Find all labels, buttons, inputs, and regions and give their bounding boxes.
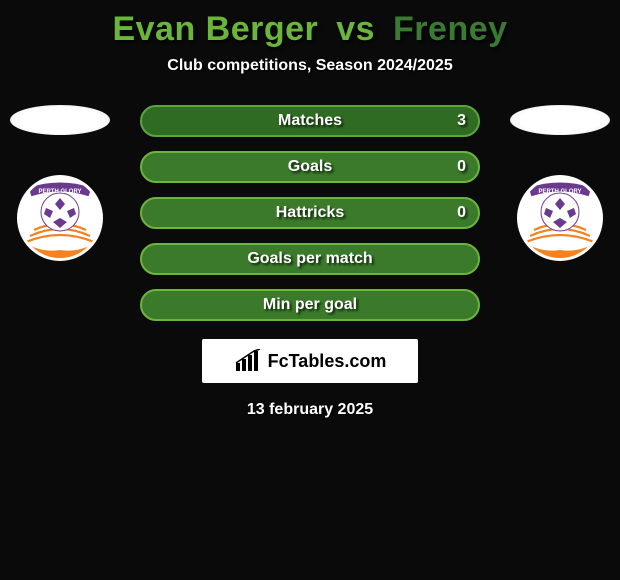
subtitle: Club competitions, Season 2024/2025	[0, 57, 620, 95]
comparison-content: PERTH GLORY	[0, 95, 620, 419]
player1-club-badge: PERTH GLORY	[17, 175, 103, 261]
badge-text-right: PERTH GLORY	[538, 189, 581, 195]
badge-text-left: PERTH GLORY	[38, 189, 81, 195]
stat-row-hattricks: Hattricks 0	[140, 197, 480, 229]
stat-row-goals: Goals 0	[140, 151, 480, 183]
brand-text: FcTables.com	[268, 351, 387, 372]
chart-bars-icon	[234, 349, 262, 373]
player1-name: Evan Berger	[112, 10, 318, 48]
left-player-column: PERTH GLORY	[0, 95, 120, 261]
player1-avatar-slot	[10, 105, 110, 135]
stat-right-value: 3	[457, 112, 466, 130]
player2-club-badge: PERTH GLORY	[517, 175, 603, 261]
stat-row-matches: Matches 3	[140, 105, 480, 137]
right-player-column: PERTH GLORY	[500, 95, 620, 261]
stats-list: Matches 3 Goals 0 Hattricks 0 Goals per …	[140, 95, 480, 321]
stat-right-value: 0	[457, 204, 466, 222]
perth-glory-logo-icon: PERTH GLORY	[520, 178, 600, 258]
stat-label: Matches	[278, 112, 342, 130]
stat-row-goals-per-match: Goals per match	[140, 243, 480, 275]
vs-separator: vs	[336, 10, 375, 48]
brand-watermark: FcTables.com	[202, 339, 418, 383]
stat-label: Goals	[288, 158, 332, 176]
stat-label: Hattricks	[276, 204, 344, 222]
comparison-title: Evan Berger vs Freney	[0, 0, 620, 57]
player2-name: Freney	[393, 10, 508, 48]
stat-right-value: 0	[457, 158, 466, 176]
stat-label: Goals per match	[247, 250, 372, 268]
player2-avatar-slot	[510, 105, 610, 135]
stat-row-min-per-goal: Min per goal	[140, 289, 480, 321]
stat-label: Min per goal	[263, 296, 357, 314]
perth-glory-logo-icon: PERTH GLORY	[20, 178, 100, 258]
date-text: 13 february 2025	[0, 401, 620, 419]
